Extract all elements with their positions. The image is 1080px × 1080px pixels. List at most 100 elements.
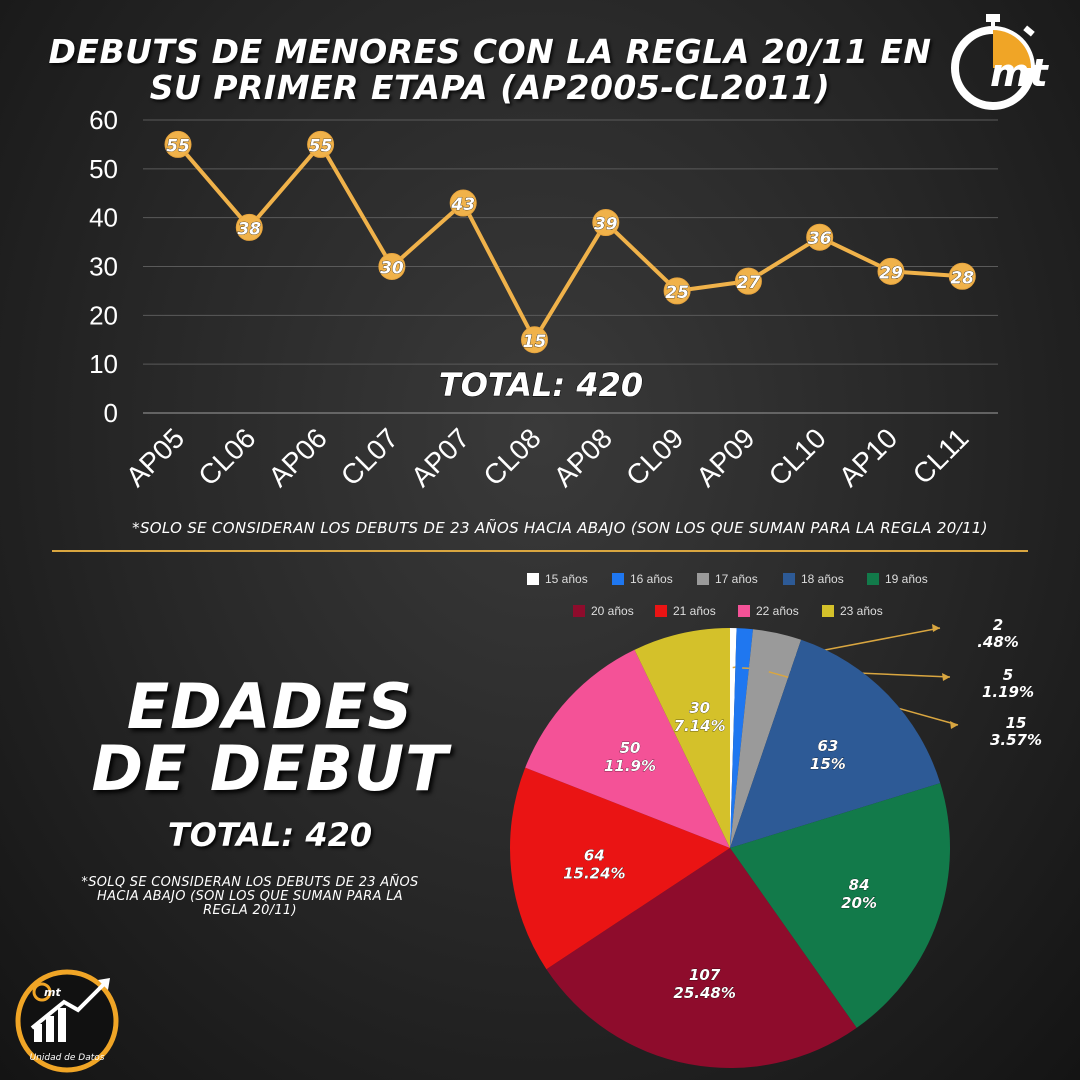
stopwatch-icon: mt — [951, 14, 1050, 110]
leader-line — [732, 627, 941, 669]
pie-note: *SOLQ SE CONSIDERAN LOS DEBUTS DE 23 AÑO… — [81, 875, 419, 918]
slice-percent-label: 15% — [810, 755, 846, 773]
slice-value-label: 5 — [1003, 666, 1013, 684]
x-tick-label: CL11 — [907, 422, 975, 490]
legend-label: 20 años — [591, 604, 634, 618]
legend-item: 23 años — [822, 604, 883, 618]
x-tick-label: CL07 — [335, 422, 404, 491]
legend-item: 16 años — [612, 572, 673, 586]
x-tick-label: CL08 — [477, 422, 546, 491]
line-chart-note: *SOLO SE CONSIDERAN LOS DEBUTS DE 23 AÑO… — [132, 519, 988, 537]
slice-value-label: 84 — [849, 876, 870, 894]
data-point — [592, 209, 620, 237]
slice-percent-label: 25.48% — [673, 984, 735, 1002]
logo-text: mt — [990, 51, 1050, 95]
y-tick-label: 60 — [89, 105, 118, 135]
pie-slice — [730, 639, 941, 848]
x-tick-label: AP09 — [690, 422, 760, 492]
slice-value-label: 2 — [993, 616, 1003, 634]
pie-slice — [546, 848, 857, 1068]
data-label: 43 — [450, 195, 475, 215]
legend-swatch — [822, 605, 834, 617]
data-point — [449, 189, 477, 217]
slice-value-label: 63 — [817, 737, 838, 755]
slice-percent-label: 3.57% — [990, 731, 1042, 749]
pie-slice — [730, 629, 802, 848]
x-tick-label: AP06 — [262, 422, 332, 492]
legend-label: 15 años — [545, 572, 588, 586]
data-point — [877, 257, 905, 285]
data-label: 38 — [237, 219, 261, 239]
legend-item: 20 años — [573, 604, 634, 618]
slice-percent-label: .48% — [977, 633, 1019, 651]
leader-arrow — [932, 624, 940, 632]
legend-label: 16 años — [630, 572, 673, 586]
slice-value-label: 50 — [620, 739, 641, 757]
data-point — [663, 277, 691, 305]
legend-label: 22 años — [756, 604, 799, 618]
legend-swatch — [867, 573, 879, 585]
x-tick-label: AP05 — [120, 422, 190, 492]
section-divider — [52, 550, 1028, 552]
legend-swatch — [697, 573, 709, 585]
pie-slice — [730, 783, 950, 1028]
data-point — [164, 130, 192, 158]
x-tick-label: AP10 — [833, 422, 903, 492]
pie-title-line-2: DE DEBUT — [91, 732, 449, 805]
title-line-2: SU PRIMER ETAPA (AP2005-CL2011) — [149, 68, 831, 107]
leader-arrow — [942, 673, 950, 681]
leader-line — [742, 667, 951, 678]
legend-swatch — [655, 605, 667, 617]
data-point — [948, 262, 976, 290]
chart-title: DEBUTS DE MENORES CON LA REGLA 20/11 EN … — [30, 34, 950, 106]
data-label: 30 — [380, 259, 404, 279]
data-label: 39 — [594, 215, 618, 235]
slice-value-label: 30 — [689, 699, 710, 717]
legend-item: 21 años — [655, 604, 716, 618]
x-tick-label: AP08 — [548, 422, 618, 492]
slice-percent-label: 11.9% — [604, 757, 656, 775]
data-point — [307, 130, 335, 158]
pie-slice — [509, 767, 730, 970]
legend-item: 17 años — [697, 572, 758, 586]
legend-swatch — [612, 573, 624, 585]
title-line-1: DEBUTS DE MENORES CON LA REGLA 20/11 EN — [48, 32, 932, 71]
data-label: 27 — [737, 273, 761, 293]
slice-value-label: 64 — [584, 846, 605, 864]
data-point — [734, 267, 762, 295]
leader-arrow — [950, 721, 958, 729]
legend-swatch — [573, 605, 585, 617]
data-label: 29 — [879, 263, 903, 283]
pie-slice — [730, 628, 753, 848]
legend-swatch — [527, 573, 539, 585]
pie-title-line-1: EDADES — [126, 670, 414, 743]
data-label: 36 — [808, 229, 832, 249]
legend-swatch — [783, 573, 795, 585]
series-line — [176, 142, 963, 342]
legend-item: 19 años — [867, 572, 928, 586]
legend-item: 15 años — [527, 572, 588, 586]
legend-label: 18 años — [801, 572, 844, 586]
x-tick-label: AP07 — [405, 422, 475, 492]
data-label: 25 — [665, 283, 689, 303]
data-point — [235, 213, 263, 241]
legend-label: 19 años — [885, 572, 928, 586]
data-label: 55 — [309, 136, 333, 156]
legend-label: 23 años — [840, 604, 883, 618]
y-tick-label: 50 — [89, 154, 118, 184]
y-tick-label: 0 — [104, 398, 118, 428]
y-tick-label: 10 — [89, 349, 118, 379]
x-tick-label: CL10 — [763, 422, 832, 491]
slice-percent-label: 15.24% — [563, 864, 625, 882]
data-point — [806, 223, 834, 251]
slice-percent-label: 20% — [841, 894, 877, 912]
data-label: 55 — [166, 136, 190, 156]
slice-value-label: 107 — [689, 966, 721, 984]
badge-logo-text: mt — [44, 986, 61, 999]
pie-slice — [634, 628, 730, 848]
line-total-label: TOTAL: 420 — [439, 366, 643, 404]
slice-percent-label: 7.14% — [674, 717, 726, 735]
x-tick-label: CL06 — [192, 422, 261, 491]
data-label: 15 — [523, 332, 547, 352]
leader-line — [768, 671, 959, 726]
